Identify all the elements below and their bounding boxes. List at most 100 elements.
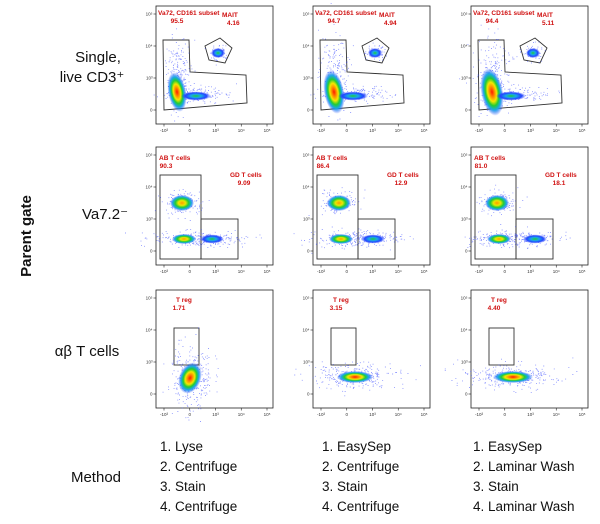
plot-frame — [155, 289, 274, 409]
row-label-ab-t-cells: αβ T cells — [55, 343, 120, 360]
gate-label-t-reg: T reg — [333, 297, 349, 304]
y-tick-label: 0 — [465, 249, 468, 254]
event-scatter-ab-lower — [464, 226, 571, 249]
method-step-c2-1: 1. EasySep — [322, 439, 391, 454]
y-tick-label: 10³ — [146, 360, 153, 365]
plot-frame — [470, 146, 589, 266]
gate-label-gd-t-cells: GD T cells — [387, 172, 419, 179]
gate-value-gd-t-cells: 18.1 — [553, 180, 566, 187]
density-blob-main — [167, 72, 187, 112]
x-tick-label: -10³ — [317, 128, 326, 133]
method-step-c2-2: 2. Centrifuge — [322, 459, 399, 474]
plot-frame — [312, 5, 431, 125]
y-tick-label: 10³ — [303, 360, 310, 365]
gate-label-ab-t-cells: AB T cells — [316, 155, 348, 162]
density-blob-main — [337, 371, 373, 383]
y-tick-label: 0 — [307, 392, 310, 397]
gate-label-gd-t-cells: GD T cells — [230, 172, 262, 179]
y-tick-label: 10³ — [461, 76, 468, 81]
y-tick-label: 10⁵ — [461, 153, 468, 158]
x-tick-label: 10⁵ — [421, 412, 428, 417]
gate-value-gd-t-cells: 12.9 — [395, 180, 408, 187]
gate-ab-t-cells — [159, 174, 202, 260]
y-tick-label: 10⁵ — [146, 12, 153, 17]
plot-frame — [155, 5, 274, 125]
x-tick-label: 10³ — [527, 128, 534, 133]
gate-t-reg — [173, 327, 200, 366]
y-tick-label: 0 — [307, 249, 310, 254]
x-tick-label: -10³ — [475, 269, 484, 274]
y-tick-label: 10⁴ — [461, 185, 468, 190]
x-tick-label: 0 — [345, 412, 348, 417]
y-tick-label: 10⁴ — [146, 328, 153, 333]
x-tick-label: 0 — [345, 269, 348, 274]
plot-panel-r1-c2: -10³ 0 10³ 10⁴ 10⁵ 10⁵ 10⁴ 10³ 0 Va72, CD161 subs… — [303, 3, 431, 133]
x-tick-label: -10³ — [475, 412, 484, 417]
x-tick-label: 10⁵ — [579, 412, 586, 417]
y-tick-label: 0 — [465, 392, 468, 397]
density-blob-ab-upper — [170, 195, 194, 211]
gate-gd-t-cells — [515, 218, 554, 260]
x-tick-label: 10³ — [369, 128, 376, 133]
y-tick-label: 10³ — [461, 217, 468, 222]
x-tick-label: 10⁴ — [238, 412, 245, 417]
y-tick-label: 10⁵ — [146, 296, 153, 301]
gate-label-ab-t-cells: AB T cells — [159, 155, 191, 162]
x-tick-label: 10⁵ — [579, 269, 586, 274]
gate-value-va72-cd161: 94.7 — [328, 18, 341, 25]
density-blob-tail — [338, 91, 368, 101]
x-tick-label: 10³ — [212, 128, 219, 133]
plot-grid: -10³ 0 10³ 10⁴ 10⁵ 10⁵ 10⁴ 10³ 0 Va72, CD161 subs… — [125, 3, 589, 422]
x-tick-label: 0 — [188, 412, 191, 417]
x-tick-label: 0 — [503, 128, 506, 133]
gate-gd-t-cells — [357, 218, 396, 260]
plot-panel-r1-c3: -10³ 0 10³ 10⁴ 10⁵ 10⁵ 10⁴ 10³ 0 Va72, CD161 subs… — [459, 5, 589, 133]
y-tick-label: 10⁴ — [461, 328, 468, 333]
gate-value-t-reg: 3.15 — [330, 305, 343, 312]
x-tick-label: 10⁴ — [395, 269, 402, 274]
y-tick-label: 10³ — [146, 217, 153, 222]
method-step-c3-4: 4. Laminar Wash — [473, 499, 575, 514]
x-tick-label: -10³ — [160, 269, 169, 274]
x-tick-label: -10³ — [317, 269, 326, 274]
y-tick-label: 0 — [150, 249, 153, 254]
y-tick-label: 10⁵ — [303, 12, 310, 17]
density-blob-ab-lower — [329, 234, 353, 244]
density-blob-tail — [181, 91, 211, 101]
gate-mait — [361, 37, 390, 64]
x-tick-label: 10³ — [527, 412, 534, 417]
gate-value-mait: 5.11 — [542, 20, 555, 27]
y-tick-label: 0 — [150, 108, 153, 113]
gate-value-mait: 4.16 — [227, 20, 240, 27]
plot-frame — [470, 5, 589, 125]
gate-t-reg — [488, 327, 515, 366]
y-tick-label: 10⁵ — [461, 12, 468, 17]
gate-ab-t-cells — [474, 174, 517, 260]
y-tick-label: 10³ — [461, 360, 468, 365]
gate-value-gd-t-cells: 9.09 — [238, 180, 251, 187]
x-tick-label: 0 — [188, 269, 191, 274]
x-tick-label: 10⁵ — [264, 412, 271, 417]
x-tick-label: -10³ — [317, 412, 326, 417]
x-tick-label: 10⁵ — [264, 128, 271, 133]
density-blob-ab-upper — [327, 195, 351, 211]
x-tick-label: 10⁴ — [238, 269, 245, 274]
x-tick-label: 10³ — [369, 269, 376, 274]
gate-label-mait: MAIT — [379, 12, 395, 19]
x-tick-label: 10³ — [212, 269, 219, 274]
gate-value-ab-t-cells: 86.4 — [317, 163, 330, 170]
density-blob-ab-lower — [172, 234, 196, 244]
gate-va72-cd161-subset — [162, 39, 248, 111]
method-step-c3-2: 2. Laminar Wash — [473, 459, 575, 474]
density-blob-gd — [523, 234, 547, 244]
x-tick-label: 10⁵ — [421, 269, 428, 274]
x-tick-label: 10³ — [212, 412, 219, 417]
density-blob-ab-lower — [487, 234, 511, 244]
x-tick-label: 0 — [503, 412, 506, 417]
density-blob-mait — [526, 48, 540, 58]
gate-value-va72-cd161: 94.4 — [486, 18, 499, 25]
density-blob-main — [480, 68, 504, 116]
y-tick-label: 10⁴ — [303, 44, 310, 49]
density-blob-mait — [211, 48, 225, 58]
